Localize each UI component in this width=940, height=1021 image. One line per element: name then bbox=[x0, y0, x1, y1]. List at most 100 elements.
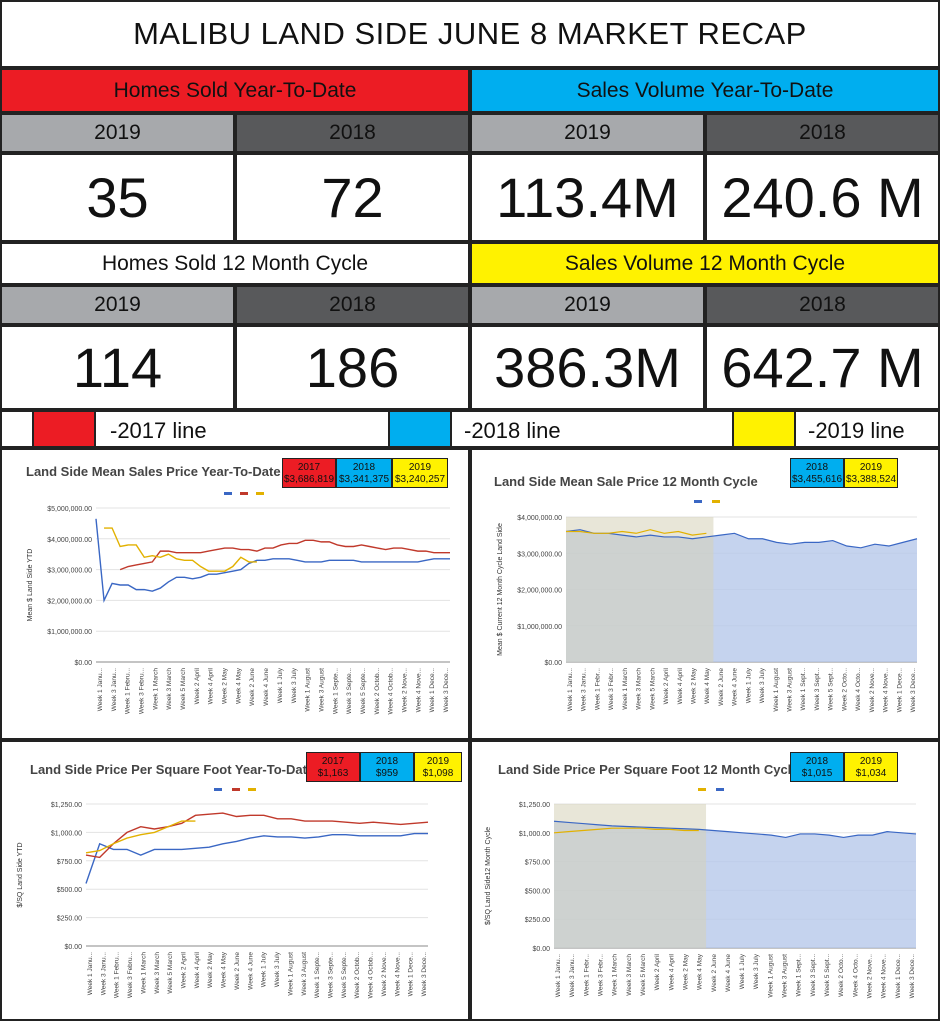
x-tick-label: Week 5 Septe... bbox=[341, 952, 348, 998]
x-tick-label: Week 1 Septe... bbox=[314, 952, 321, 998]
x-tick-label: Week 2 May bbox=[682, 953, 689, 990]
badge-year: 2018 bbox=[375, 756, 399, 767]
x-tick-label: Week 1 July bbox=[745, 667, 752, 703]
y-tick-label: $1,000.00 bbox=[519, 831, 550, 838]
badge-year: 2019 bbox=[426, 756, 450, 767]
y-axis-label: $/SQ Land Side12 Month Cycle bbox=[485, 827, 492, 925]
homes-12-header: Homes Sold 12 Month Cycle bbox=[0, 242, 470, 285]
x-tick-label: Week 4 May bbox=[235, 667, 242, 704]
x-tick-label: Week 2 Octob... bbox=[354, 952, 361, 999]
x-tick-label: Week 2 April bbox=[654, 953, 661, 990]
legend-mark bbox=[712, 500, 720, 503]
x-tick-label: Week 1 Dece... bbox=[896, 668, 903, 713]
badge-year: 2019 bbox=[408, 462, 432, 473]
x-tick-label: Week 3 Janu... bbox=[581, 668, 588, 711]
homes-12-value2: 186 bbox=[235, 325, 470, 410]
x-tick-label: Week 2 May bbox=[222, 667, 229, 704]
x-tick-label: Week 1 Febr... bbox=[583, 954, 590, 996]
badge-year: 2018 bbox=[805, 756, 829, 767]
page-title: MALIBU LAND SIDE JUNE 8 MARKET RECAP bbox=[0, 0, 940, 68]
badge-2019: 2019 $1,034 bbox=[844, 752, 898, 782]
x-tick-label: Week 4 May bbox=[221, 951, 228, 988]
legend-mark bbox=[694, 500, 702, 503]
volume-ytd-value1: 113.4M bbox=[470, 153, 705, 242]
volume-ytd-label: Sales Volume Year-To-Date bbox=[576, 78, 834, 102]
x-tick-label: Week 4 Nove... bbox=[415, 668, 422, 713]
x-tick-label: Week 2 Octo... bbox=[838, 954, 845, 997]
x-tick-label: Week 3 Janu... bbox=[100, 952, 107, 995]
x-tick-label: Week 1 March bbox=[612, 954, 619, 996]
legend-mark bbox=[224, 492, 232, 495]
legend-row: -2017 line -2018 line -2019 line bbox=[0, 410, 940, 448]
x-tick-label: Week 3 Septe... bbox=[346, 668, 353, 714]
x-tick-label: Week 2 Nove... bbox=[869, 668, 876, 713]
volume-ytd-year1: 2019 bbox=[470, 113, 705, 153]
x-tick-label: Week 1 Dece... bbox=[408, 952, 415, 997]
x-tick-label: Week 3 July bbox=[753, 953, 760, 989]
x-tick-label: Week 1 Febru... bbox=[125, 668, 132, 714]
x-tick-label: Week 3 August bbox=[782, 954, 789, 998]
legend-swatch-2018 bbox=[388, 412, 452, 446]
chart-ppsf-ytd: $0.00 $250.00 $500.00 $750.00 $1,000.00 $1,25… bbox=[17, 788, 429, 999]
y-tick-label: $500.00 bbox=[525, 888, 550, 895]
x-tick-label: Week 4 Octob... bbox=[388, 668, 395, 715]
badge-value: $3,686,819 bbox=[283, 474, 335, 485]
chart-mean-ytd: $0.00 $1,000,000.00 $2,000,000.00 $3,000,00… bbox=[27, 492, 450, 715]
x-tick-label: Week 4 April bbox=[677, 667, 684, 704]
badge-2018: 2018 $3,455,616 bbox=[790, 458, 844, 488]
x-tick-label: Week 5 March bbox=[167, 952, 174, 994]
x-tick-label: Week 1 March bbox=[140, 952, 147, 994]
legend-label-2017: -2017 line bbox=[110, 418, 207, 443]
volume-ytd-year2: 2018 bbox=[705, 113, 940, 153]
chart-title: Land Side Price Per Square Foot 12 Month… bbox=[498, 762, 799, 777]
badge-2018: 2018 $959 bbox=[360, 752, 414, 782]
x-tick-label: Week 1 August bbox=[287, 952, 294, 996]
y-tick-label: $5,000,000.00 bbox=[47, 506, 92, 513]
series-line bbox=[85, 832, 428, 884]
x-tick-label: Week 1 Sept... bbox=[800, 668, 807, 711]
x-tick-label: Week 3 Dece... bbox=[909, 954, 916, 999]
badge-value: $3,240,257 bbox=[394, 474, 446, 485]
chart-panel-mean-ytd: Land Side Mean Sales Price Year-To-Date … bbox=[0, 448, 470, 740]
volume-12-value1: 386.3M bbox=[470, 325, 705, 410]
x-tick-label: Week 4 June bbox=[732, 668, 739, 706]
series-line bbox=[85, 820, 196, 854]
y-tick-label: $4,000,000.00 bbox=[47, 537, 92, 544]
y-tick-label: $750.00 bbox=[57, 859, 82, 866]
x-tick-label: Week 1 August bbox=[767, 954, 774, 998]
y-tick-label: $0.00 bbox=[532, 946, 550, 953]
y-axis-label: Mean $ Current 12 Month Cycle Land Side bbox=[497, 523, 504, 656]
x-tick-label: Week 3 Sept... bbox=[814, 668, 821, 711]
homes-ytd-label: Homes Sold Year-To-Date bbox=[113, 78, 357, 102]
series-line bbox=[566, 529, 707, 536]
volume-12-label: Sales Volume 12 Month Cycle bbox=[564, 251, 846, 275]
y-tick-label: $1,000.00 bbox=[51, 830, 82, 837]
homes-ytd-year2: 2018 bbox=[235, 113, 470, 153]
chart-panel-ppsf-ytd: Land Side Price Per Square Foot Year-To-… bbox=[0, 740, 470, 1021]
series-line bbox=[85, 812, 429, 859]
badge-value: $959 bbox=[375, 768, 399, 779]
x-tick-label: Week 2 Octob... bbox=[374, 668, 381, 715]
homes-12-value1: 114 bbox=[0, 325, 235, 410]
x-tick-label: Week 3 Febru... bbox=[127, 952, 134, 998]
legend-mark bbox=[698, 788, 706, 791]
x-tick-label: Week 1 Febr... bbox=[594, 668, 601, 710]
homes-12-year1: 2019 bbox=[0, 285, 235, 325]
y-tick-label: $1,250.00 bbox=[519, 802, 550, 809]
x-tick-label: Week 4 June bbox=[725, 954, 732, 992]
x-tick-label: Week 5 March bbox=[649, 668, 656, 710]
homes-ytd-header: Homes Sold Year-To-Date bbox=[0, 68, 470, 113]
x-tick-label: Week 3 Febr... bbox=[597, 954, 604, 996]
x-tick-label: Week 4 April bbox=[208, 667, 215, 704]
y-tick-label: $3,000,000.00 bbox=[47, 568, 92, 575]
x-tick-label: Week 3 August bbox=[301, 952, 308, 996]
chart-panel-mean-12: Land Side Mean Sale Price 12 Month Cycle… bbox=[470, 448, 940, 740]
x-tick-label: Week 2 April bbox=[181, 951, 188, 988]
series-line bbox=[104, 527, 257, 572]
badge-value: $3,455,616 bbox=[791, 474, 843, 485]
x-tick-label: Week 2 Nove... bbox=[381, 952, 388, 997]
x-tick-label: Week 2 June bbox=[711, 954, 718, 992]
x-tick-label: Week 2 Nove... bbox=[867, 954, 874, 999]
x-tick-label: Week 4 Octo... bbox=[855, 668, 862, 711]
x-tick-label: Week 3 Febr... bbox=[608, 668, 615, 710]
